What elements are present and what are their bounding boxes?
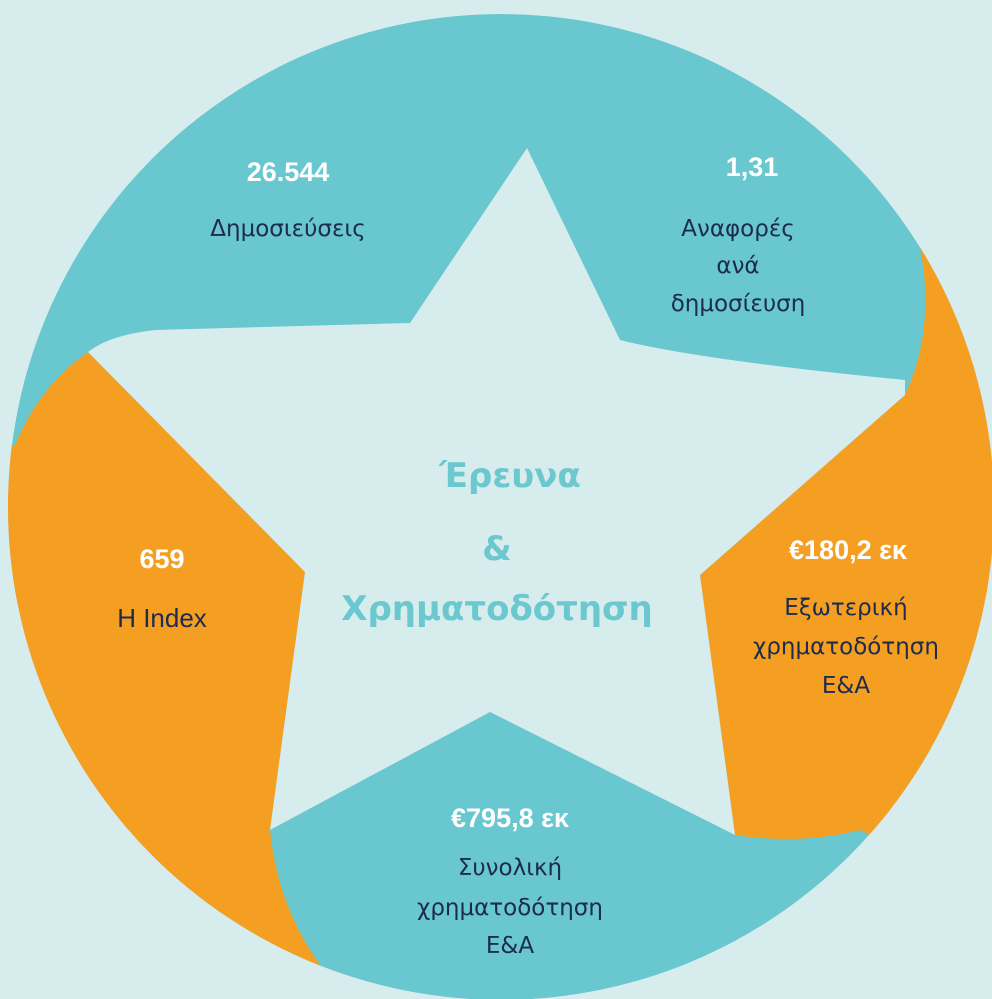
orange-segment — [700, 225, 992, 900]
stat-label: Εξωτερική — [784, 595, 907, 621]
stat-value: 1,31 — [726, 152, 779, 182]
center-title: Έρευνα — [438, 456, 581, 496]
stat-label: Ε&Α — [822, 673, 870, 699]
stat-value: €795,8 εκ — [451, 803, 570, 833]
center-title: Χρηματοδότηση — [341, 589, 653, 629]
stat-value: €180,2 εκ — [789, 535, 908, 565]
stat-label: Αναφορές — [681, 216, 795, 242]
stat-label: χρηματοδότηση — [753, 634, 939, 660]
stat-label: χρηματοδότηση — [417, 895, 603, 921]
center-title: & — [482, 529, 512, 569]
stat-label: ανά — [716, 253, 759, 279]
star — [88, 148, 905, 835]
stat-label: H Index — [117, 603, 207, 633]
stat-label: Συνολική — [458, 855, 562, 881]
stat-value: 659 — [139, 544, 184, 574]
stat-value: 26.544 — [247, 157, 330, 187]
stat-label: δημοσίευση — [671, 291, 806, 317]
stat-label: Δημοσιεύσεις — [210, 216, 365, 242]
stat-label: Ε&Α — [486, 933, 534, 959]
